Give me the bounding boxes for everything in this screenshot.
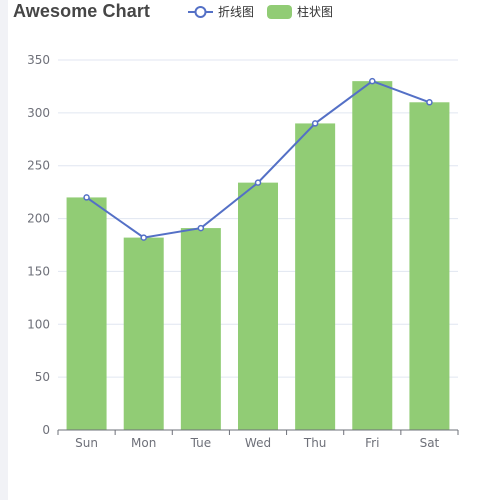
line-point-sun [83, 194, 90, 201]
y-tick-label-0: 0 [42, 423, 50, 437]
x-tick-label-tue: Tue [190, 436, 212, 450]
bar-fri [352, 81, 393, 431]
line-point-tue [197, 224, 205, 232]
line-series [83, 77, 433, 241]
y-tick-label-50: 50 [35, 370, 50, 384]
y-tick-label-350: 350 [27, 53, 50, 67]
chart-svg: 折线图 柱状图 0 50 100 150 200 250 300 350 Sun Mon Tue Wed… [27, 4, 459, 450]
bar-sat [409, 102, 450, 431]
bar-mon [123, 237, 164, 430]
bar-sun [66, 197, 107, 430]
x-tick-label-sat: Sat [420, 436, 440, 450]
line-point-thu [311, 120, 319, 127]
bar-series [66, 81, 450, 431]
y-tick-label-200: 200 [27, 212, 50, 226]
chart-container: Awesome Chart 折线图 柱状图 0 50 100 150 200 250 300 3… [8, 0, 470, 500]
y-tick-label-150: 150 [27, 264, 50, 278]
line-point-sat [426, 99, 433, 106]
bar-thu [295, 123, 336, 430]
x-tick-label-wed: Wed [245, 436, 271, 450]
x-tick-label-thu: Thu [303, 436, 327, 450]
line-point-mon [140, 234, 147, 241]
bar-wed [238, 182, 278, 430]
y-tick-label-300: 300 [27, 106, 50, 120]
axes: 0 50 100 150 200 250 300 350 Sun Mon Tue Wed Thu Fri S… [27, 53, 459, 450]
legend-label-bar: 柱状图 [297, 4, 333, 19]
x-tick-label-fri: Fri [365, 436, 379, 450]
page-sidebar-strip [0, 0, 8, 500]
line-point-fri [369, 77, 376, 85]
y-tick-label-250: 250 [27, 159, 50, 173]
x-tick-label-mon: Mon [131, 436, 156, 450]
legend-label-line: 折线图 [218, 4, 254, 19]
legend-bar-swatch [267, 5, 292, 19]
chart-title: Awesome Chart [13, 1, 151, 21]
legend: 折线图 柱状图 [188, 4, 333, 19]
x-tick-label-sun: Sun [75, 436, 98, 450]
bar-tue [180, 228, 221, 430]
y-tick-label-100: 100 [27, 317, 50, 331]
legend-line-marker [194, 6, 207, 18]
line-point-wed [254, 179, 262, 186]
